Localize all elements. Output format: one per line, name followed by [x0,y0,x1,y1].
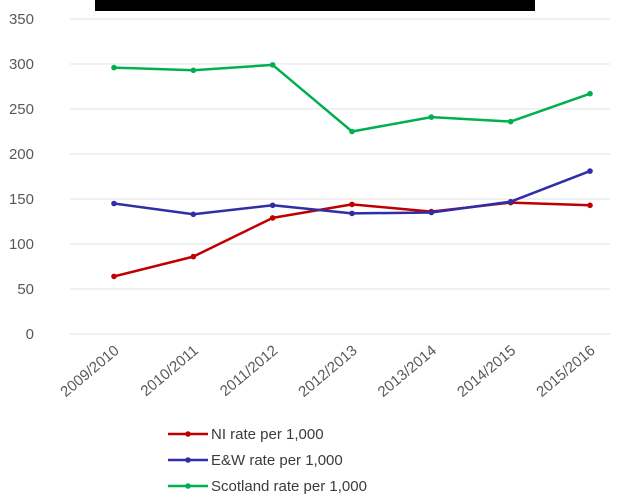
data-point [349,128,355,135]
x-tick-label: 2012/2013 [295,342,360,401]
y-tick-label: 100 [9,236,34,253]
x-tick-label: 2010/2011 [138,342,202,400]
legend-label: NI rate per 1,000 [211,426,324,443]
x-tick-label: 2009/2010 [57,342,122,401]
y-tick-label: 250 [9,101,34,118]
x-axis: 2009/2010 2010/2011 2011/2012 2012/2013 2013… [57,342,598,401]
x-tick-label: 2011/2012 [217,342,281,400]
legend-item: E&W rate per 1,000 [168,452,343,469]
legend-label: E&W rate per 1,000 [211,452,343,469]
data-point [190,211,197,218]
series-group [111,62,593,135]
series-line [113,169,591,216]
data-point [269,215,276,221]
data-point [190,67,197,74]
legend-marker [185,483,191,489]
data-point [428,114,435,120]
data-point [587,168,593,174]
title-bar [95,0,535,11]
legend-marker [185,457,191,463]
data-point [507,198,514,205]
series-line [113,63,591,133]
y-tick-label: 0 [26,326,34,343]
y-tick-label: 200 [9,146,34,163]
y-tick-label: 150 [9,191,34,208]
legend-label: Scotland rate per 1,000 [211,478,367,495]
y-tick-label: 300 [9,56,34,73]
series-group [111,168,593,218]
data-point [349,210,355,217]
data-point [111,273,117,280]
x-tick-label: 2015/2016 [533,342,598,401]
gridlines [70,18,610,335]
data-point [428,209,435,216]
data-point [587,202,593,209]
y-tick-label: 350 [9,11,34,28]
data-point [349,201,355,208]
data-point [190,253,197,260]
legend-item: NI rate per 1,000 [168,426,324,443]
legend-marker [185,431,191,437]
data-point [507,118,514,125]
y-axis: 0 50 100 150 200 250 300 350 [9,11,34,343]
legend-item: Scotland rate per 1,000 [168,478,367,495]
data-point [111,64,117,71]
y-tick-label: 50 [17,281,34,298]
data-point [587,90,593,97]
x-tick-label: 2014/2015 [454,342,519,401]
data-point [111,200,117,207]
x-tick-label: 2013/2014 [375,342,440,401]
series-lines [111,62,593,280]
data-point [269,202,276,209]
data-point [269,62,276,68]
legend: NI rate per 1,000 E&W rate per 1,000 Scotl… [168,426,367,495]
